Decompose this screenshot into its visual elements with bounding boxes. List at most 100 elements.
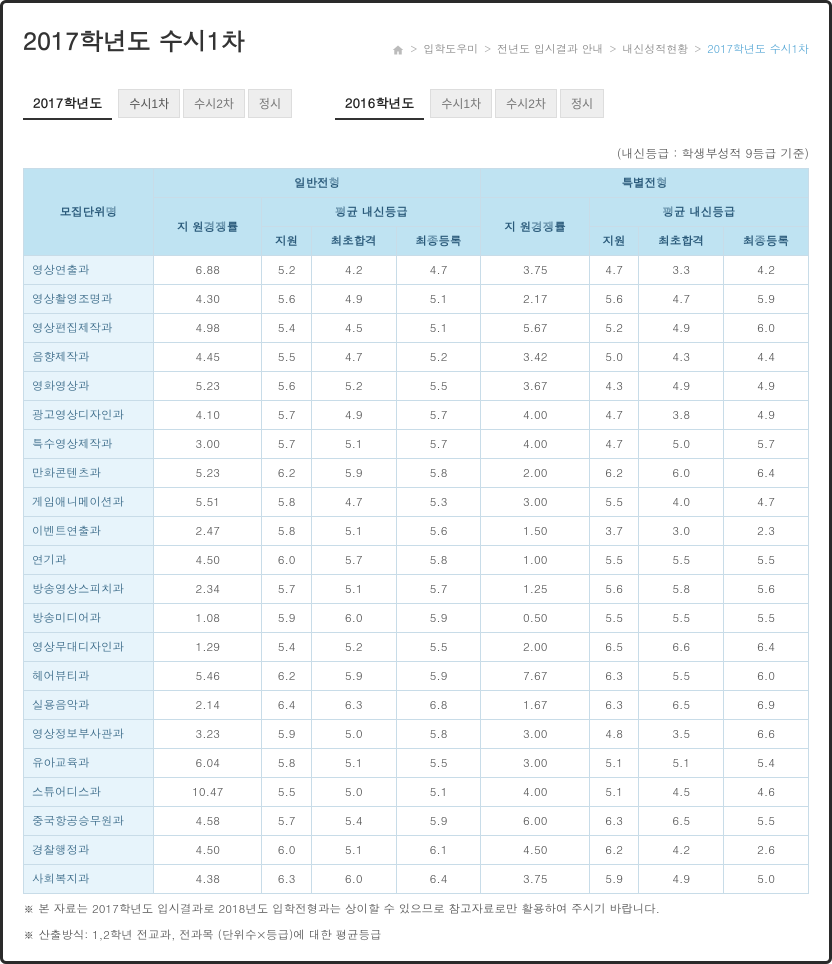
cell-g-ratio: 6.04	[154, 749, 262, 778]
year-label-2017[interactable]: 2017학년도	[23, 87, 112, 120]
cell-dept: 영상정보부사관과	[24, 720, 154, 749]
cell-s-final: 2.3	[724, 517, 809, 546]
cell-s-final: 4.4	[724, 343, 809, 372]
cell-s-apply: 4.7	[589, 430, 638, 459]
cell-s-first: 4.0	[639, 488, 724, 517]
cell-s-apply: 5.6	[589, 285, 638, 314]
cell-dept: 음향제작과	[24, 343, 154, 372]
cell-g-final: 5.5	[396, 749, 481, 778]
tab-jeongsi-2017[interactable]: 정시	[248, 89, 292, 118]
table-row: 이벤트연출과2.475.85.15.61.503.73.02.3	[24, 517, 809, 546]
cell-g-ratio: 4.98	[154, 314, 262, 343]
cell-g-first: 4.2	[311, 256, 396, 285]
breadcrumb-item[interactable]: 내신성적현황	[622, 42, 688, 57]
cell-dept: 방송영상스피치과	[24, 575, 154, 604]
cell-g-final: 5.3	[396, 488, 481, 517]
home-icon[interactable]	[392, 44, 404, 56]
col-ratio-general: 지 원경쟁률	[154, 198, 262, 256]
cell-s-first: 6.6	[639, 633, 724, 662]
col-first-s: 최초합격	[639, 227, 724, 256]
cell-s-final: 5.0	[724, 865, 809, 894]
cell-g-first: 5.1	[311, 430, 396, 459]
cell-s-final: 6.4	[724, 459, 809, 488]
cell-g-apply: 5.8	[262, 517, 311, 546]
cell-s-ratio: 3.75	[481, 865, 589, 894]
cell-s-first: 6.5	[639, 807, 724, 836]
col-group-special: 특별전형	[481, 169, 809, 198]
table-row: 연기과4.506.05.75.81.005.55.55.5	[24, 546, 809, 575]
cell-s-ratio: 3.75	[481, 256, 589, 285]
cell-s-first: 5.5	[639, 604, 724, 633]
cell-dept: 이벤트연출과	[24, 517, 154, 546]
cell-s-final: 6.4	[724, 633, 809, 662]
cell-s-apply: 6.2	[589, 836, 638, 865]
cell-s-ratio: 2.17	[481, 285, 589, 314]
cell-s-apply: 4.7	[589, 401, 638, 430]
cell-dept: 영상연출과	[24, 256, 154, 285]
cell-g-first: 5.2	[311, 633, 396, 662]
cell-g-ratio: 4.10	[154, 401, 262, 430]
table-row: 실용음악과2.146.46.36.81.676.36.56.9	[24, 691, 809, 720]
breadcrumb-sep: >	[694, 42, 701, 57]
tab-susi1-2017[interactable]: 수시1차	[118, 89, 180, 118]
cell-g-final: 5.1	[396, 285, 481, 314]
cell-g-first: 4.5	[311, 314, 396, 343]
cell-s-final: 4.9	[724, 372, 809, 401]
cell-s-first: 5.0	[639, 430, 724, 459]
cell-dept: 영상무대디자인과	[24, 633, 154, 662]
table-row: 헤어뷰티과5.466.25.95.97.676.35.56.0	[24, 662, 809, 691]
cell-s-final: 5.5	[724, 807, 809, 836]
cell-dept: 광고영상디자인과	[24, 401, 154, 430]
cell-g-first: 5.0	[311, 720, 396, 749]
breadcrumb-sep: >	[610, 42, 617, 57]
cell-g-final: 5.9	[396, 807, 481, 836]
breadcrumb-item[interactable]: 입학도우미	[423, 42, 478, 57]
tab-susi2-2016[interactable]: 수시2차	[495, 89, 557, 118]
cell-g-final: 5.2	[396, 343, 481, 372]
col-final-g: 최종등록	[396, 227, 481, 256]
footnote-2: ※ 산출방식: 1,2학년 전교과, 전과목 (단위수×등급)에 대한 평균등급	[23, 926, 809, 946]
tab-jeongsi-2016[interactable]: 정시	[560, 89, 604, 118]
table-row: 만화콘텐츠과5.236.25.95.82.006.26.06.4	[24, 459, 809, 488]
cell-s-apply: 5.5	[589, 604, 638, 633]
cell-s-ratio: 5.67	[481, 314, 589, 343]
cell-g-final: 5.1	[396, 778, 481, 807]
cell-s-ratio: 3.00	[481, 488, 589, 517]
table-row: 영상정보부사관과3.235.95.05.83.004.83.56.6	[24, 720, 809, 749]
year-label-2016[interactable]: 2016학년도	[335, 87, 424, 120]
table-row: 방송영상스피치과2.345.75.15.71.255.65.85.6	[24, 575, 809, 604]
cell-s-ratio: 1.25	[481, 575, 589, 604]
cell-g-ratio: 5.51	[154, 488, 262, 517]
cell-g-first: 4.9	[311, 401, 396, 430]
cell-dept: 스튜어디스과	[24, 778, 154, 807]
cell-g-first: 5.1	[311, 517, 396, 546]
tab-susi1-2016[interactable]: 수시1차	[430, 89, 492, 118]
cell-g-final: 4.7	[396, 256, 481, 285]
cell-g-apply: 5.7	[262, 401, 311, 430]
cell-s-ratio: 3.00	[481, 749, 589, 778]
cell-s-ratio: 4.00	[481, 430, 589, 459]
cell-g-first: 6.0	[311, 604, 396, 633]
cell-g-ratio: 5.23	[154, 372, 262, 401]
cell-s-final: 6.0	[724, 314, 809, 343]
table-row: 스튜어디스과10.475.55.05.14.005.14.54.6	[24, 778, 809, 807]
table-row: 영화영상과5.235.65.25.53.674.34.94.9	[24, 372, 809, 401]
cell-s-ratio: 4.50	[481, 836, 589, 865]
cell-g-final: 5.9	[396, 662, 481, 691]
cell-s-ratio: 6.00	[481, 807, 589, 836]
col-avg-special: 평균 내신등급	[589, 198, 808, 227]
cell-s-ratio: 3.00	[481, 720, 589, 749]
breadcrumb-item[interactable]: 전년도 입시결과 안내	[497, 42, 603, 57]
cell-g-apply: 6.0	[262, 546, 311, 575]
cell-g-final: 5.8	[396, 546, 481, 575]
cell-g-first: 5.0	[311, 778, 396, 807]
cell-s-ratio: 4.00	[481, 778, 589, 807]
cell-g-final: 5.1	[396, 314, 481, 343]
cell-s-first: 5.5	[639, 546, 724, 575]
col-group-general: 일반전형	[154, 169, 481, 198]
tab-susi2-2017[interactable]: 수시2차	[183, 89, 245, 118]
cell-g-final: 5.7	[396, 430, 481, 459]
cell-g-apply: 6.2	[262, 459, 311, 488]
cell-s-first: 4.7	[639, 285, 724, 314]
col-ratio-special: 지 원경쟁률	[481, 198, 589, 256]
